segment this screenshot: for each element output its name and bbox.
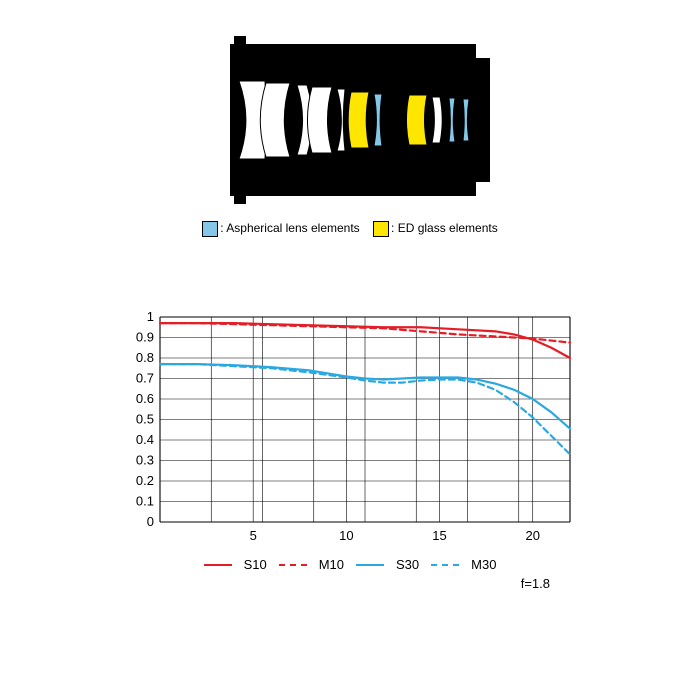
mtf-chart: 00.10.20.30.40.50.60.70.80.915101520 <box>120 307 580 547</box>
legend-M30: M30 <box>471 557 496 572</box>
ed-label: ED glass elements <box>398 221 498 235</box>
svg-text:15: 15 <box>432 528 446 543</box>
legend-M10: M10 <box>319 557 344 572</box>
svg-text:0.1: 0.1 <box>136 494 154 509</box>
aperture-footnote: f=1.8 <box>120 576 580 591</box>
svg-text:0.4: 0.4 <box>136 432 154 447</box>
svg-text:20: 20 <box>525 528 539 543</box>
svg-text:0.6: 0.6 <box>136 391 154 406</box>
legend-S30: S30 <box>396 557 419 572</box>
svg-text:10: 10 <box>339 528 353 543</box>
lens-diagram-section: : Aspherical lens elements : ED glass el… <box>0 0 700 237</box>
aspherical-swatch <box>202 221 218 237</box>
mtf-chart-section: 00.10.20.30.40.50.60.70.80.915101520 S10… <box>120 307 580 591</box>
svg-text:5: 5 <box>250 528 257 543</box>
chart-legend: S10 M10 S30 M30 <box>120 556 580 572</box>
svg-text:0.2: 0.2 <box>136 473 154 488</box>
svg-text:0.3: 0.3 <box>136 453 154 468</box>
aspherical-label: Aspherical lens elements <box>226 221 359 235</box>
svg-text:1: 1 <box>147 309 154 324</box>
lens-legend: : Aspherical lens elements : ED glass el… <box>0 221 700 237</box>
ed-swatch <box>373 221 389 237</box>
legend-S10: S10 <box>244 557 267 572</box>
svg-text:0: 0 <box>147 514 154 529</box>
svg-text:0.5: 0.5 <box>136 412 154 427</box>
svg-text:0.9: 0.9 <box>136 330 154 345</box>
lens-cross-section <box>190 30 510 210</box>
svg-text:0.8: 0.8 <box>136 350 154 365</box>
svg-text:0.7: 0.7 <box>136 371 154 386</box>
